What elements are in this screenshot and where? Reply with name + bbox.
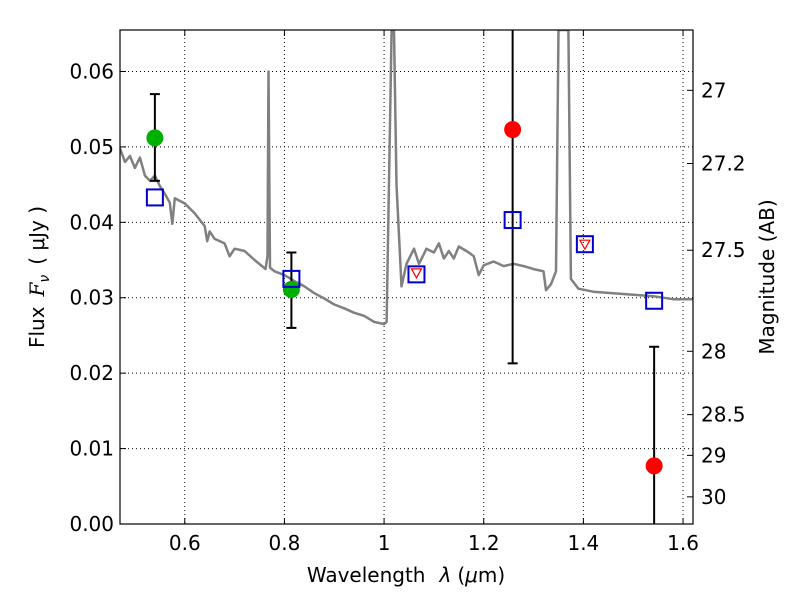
- x-axis-ticks: 0.6 0.8 1 1.2 1.4 1.6: [169, 30, 699, 555]
- y-axis-label: FluxFν( μJy ): [25, 206, 53, 348]
- x-tick-label: 1.2: [468, 531, 500, 555]
- data-point-detections: [146, 129, 164, 147]
- upper-limit-triangle: [410, 268, 423, 280]
- y-tick-label: 0.01: [69, 437, 114, 461]
- model-photometry-square: [282, 269, 301, 288]
- y-tick-label: 0.00: [69, 512, 114, 536]
- magnitude-tick-label: 28.5: [701, 403, 746, 427]
- model-photometry-square: [575, 235, 594, 254]
- y-tick-label: 0.03: [69, 286, 114, 310]
- x-tick-label: 1.6: [667, 531, 699, 555]
- magnitude-tick-label: 28: [701, 339, 726, 363]
- upper-limit-triangle: [578, 239, 591, 251]
- model-photometry-square: [503, 211, 522, 230]
- magnitude-tick-label: 27: [701, 78, 726, 102]
- magnitude-tick-label: 30: [701, 485, 726, 509]
- errorbar-layer: [149, 30, 660, 524]
- y-tick-label: 0.02: [69, 361, 114, 385]
- x-tick-label: 0.8: [269, 531, 301, 555]
- model-photometry-square: [645, 291, 664, 310]
- data-point-upper-limits: [504, 121, 522, 139]
- x-axis-label: Wavelength λ (μm): [307, 563, 505, 587]
- model-spectrum-line: [120, 30, 693, 326]
- marker-layer: [145, 121, 664, 475]
- data-point-upper-limits: [645, 457, 663, 475]
- y-tick-label: 0.04: [69, 210, 114, 234]
- model-photometry-square: [145, 188, 164, 207]
- magnitude-tick-label: 27.2: [701, 151, 746, 175]
- magnitude-axis-label: Magnitude (AB): [755, 199, 779, 354]
- spectrum-layer: [120, 30, 693, 326]
- x-tick-label: 0.6: [169, 531, 201, 555]
- plot-frame: [119, 29, 694, 525]
- x-tick-label: 1: [378, 531, 391, 555]
- data-point-detections: [282, 280, 300, 298]
- magnitude-tick-label: 29: [701, 443, 726, 467]
- x-tick-label: 1.4: [567, 531, 599, 555]
- magnitude-tick-label: 27.5: [701, 238, 746, 262]
- grid: [120, 30, 693, 525]
- model-photometry-square: [407, 265, 426, 284]
- magnitude-axis-ticks: 27 27.2 27.5 28 28.5 29 30: [687, 78, 746, 509]
- y-tick-label: 0.05: [69, 135, 114, 159]
- y-tick-label: 0.06: [69, 59, 114, 83]
- y-axis-ticks: 0.00 0.01 0.02 0.03 0.04 0.05 0.06: [69, 59, 126, 536]
